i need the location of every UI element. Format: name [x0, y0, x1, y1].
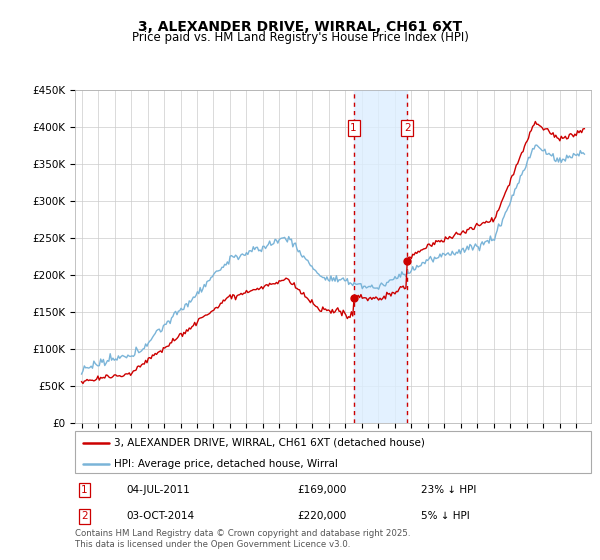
Text: HPI: Average price, detached house, Wirral: HPI: Average price, detached house, Wirr…: [114, 459, 338, 469]
Text: Contains HM Land Registry data © Crown copyright and database right 2025.
This d: Contains HM Land Registry data © Crown c…: [75, 529, 410, 549]
Text: 2: 2: [81, 511, 88, 521]
Text: 04-JUL-2011: 04-JUL-2011: [127, 485, 190, 495]
Text: 23% ↓ HPI: 23% ↓ HPI: [421, 485, 476, 495]
Text: £220,000: £220,000: [297, 511, 346, 521]
Text: 1: 1: [350, 123, 357, 133]
Text: 03-OCT-2014: 03-OCT-2014: [127, 511, 195, 521]
Text: 3, ALEXANDER DRIVE, WIRRAL, CH61 6XT (detached house): 3, ALEXANDER DRIVE, WIRRAL, CH61 6XT (de…: [114, 438, 425, 448]
FancyBboxPatch shape: [75, 431, 591, 473]
Text: 1: 1: [81, 485, 88, 495]
Bar: [353, 90, 407, 423]
Text: 5% ↓ HPI: 5% ↓ HPI: [421, 511, 469, 521]
Text: 3, ALEXANDER DRIVE, WIRRAL, CH61 6XT: 3, ALEXANDER DRIVE, WIRRAL, CH61 6XT: [138, 20, 462, 34]
Text: £169,000: £169,000: [297, 485, 346, 495]
Text: Price paid vs. HM Land Registry's House Price Index (HPI): Price paid vs. HM Land Registry's House …: [131, 31, 469, 44]
Text: 2: 2: [404, 123, 410, 133]
